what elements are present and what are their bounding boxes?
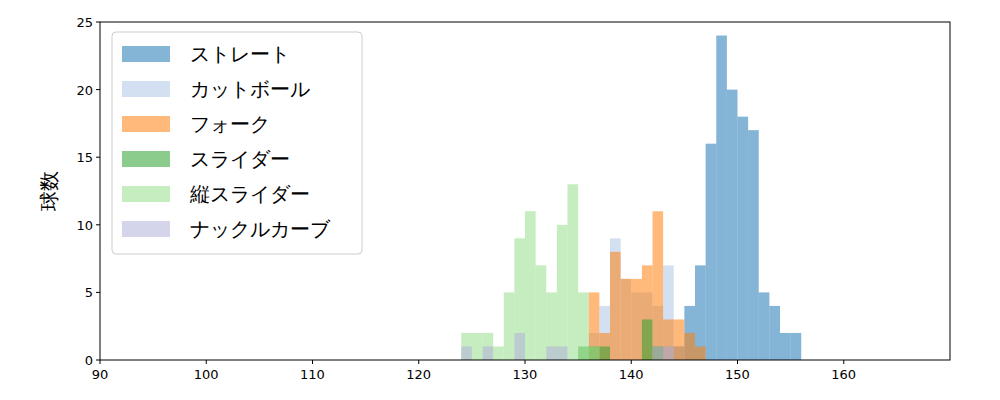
bar — [684, 306, 695, 360]
bar — [759, 292, 770, 360]
bar — [536, 265, 547, 360]
legend-swatch — [122, 186, 170, 202]
bar — [472, 333, 483, 360]
x-tick-label: 100 — [194, 367, 219, 382]
legend-label: スライダー — [190, 147, 290, 171]
y-tick — [96, 224, 100, 225]
bar — [695, 265, 706, 360]
bar — [610, 238, 621, 360]
bar — [653, 211, 664, 360]
bar — [599, 346, 610, 360]
y-tick — [96, 22, 100, 23]
bar — [546, 292, 557, 360]
bar — [504, 292, 515, 360]
bars — [461, 36, 801, 360]
x-tick — [525, 360, 526, 364]
bar — [663, 265, 674, 360]
bar — [514, 333, 525, 360]
x-tick — [843, 360, 844, 364]
legend-label: 縦スライダー — [189, 182, 310, 206]
legend-swatch — [122, 221, 170, 237]
legend-swatch — [122, 46, 170, 62]
x-tick-label: 140 — [619, 367, 644, 382]
bar — [610, 252, 621, 360]
x-tick-label: 160 — [831, 367, 856, 382]
bar — [706, 144, 717, 360]
bar — [674, 319, 685, 360]
y-tick-label: 10 — [76, 218, 93, 233]
y-axis-label: 球数 — [37, 171, 61, 211]
bar — [621, 279, 632, 360]
bar — [663, 346, 674, 360]
bar — [769, 306, 780, 360]
y-tick — [96, 360, 100, 361]
legend-label: カットボール — [190, 77, 310, 101]
bar — [557, 225, 568, 360]
bar — [599, 333, 610, 360]
bar — [483, 346, 494, 360]
bar — [557, 346, 568, 360]
bar — [695, 346, 706, 360]
legend-label: ナックルカーブ — [190, 217, 331, 241]
legend-label: ストレート — [190, 42, 290, 66]
x-tick-label: 150 — [725, 367, 750, 382]
legend-box — [112, 32, 362, 254]
bar — [653, 346, 664, 360]
x-tick — [100, 360, 101, 364]
bar — [727, 90, 738, 360]
bar — [493, 346, 504, 360]
y-tick-label: 25 — [76, 15, 93, 30]
bar — [525, 211, 536, 360]
bar — [483, 333, 494, 360]
x-tick — [418, 360, 419, 364]
bar — [568, 184, 579, 360]
y-tick — [96, 89, 100, 90]
bar — [631, 279, 642, 360]
bar — [578, 292, 589, 360]
bar — [780, 333, 791, 360]
bar — [514, 238, 525, 360]
legend-label: フォーク — [190, 112, 270, 136]
bar — [791, 333, 802, 360]
bar — [663, 319, 674, 360]
bar — [642, 319, 653, 360]
x-tick-label: 90 — [92, 367, 109, 382]
bar — [546, 346, 557, 360]
frame — [100, 22, 950, 360]
chart: 90 100 110 120 130 140 150 160 0 5 10 15 20 25 球数 ストレート… — [0, 0, 1000, 400]
y-tick-label: 5 — [85, 285, 93, 300]
bar — [738, 117, 749, 360]
bar — [589, 292, 600, 360]
bar — [642, 265, 653, 360]
x-tick-label: 110 — [300, 367, 325, 382]
bar — [621, 279, 632, 360]
bar — [461, 346, 472, 360]
x-tick — [206, 360, 207, 364]
x-tick — [631, 360, 632, 364]
bar — [748, 130, 759, 360]
bar — [684, 333, 695, 360]
bar — [589, 346, 600, 360]
bar — [599, 306, 610, 360]
y-tick-label: 20 — [76, 83, 93, 98]
y-tick — [96, 292, 100, 293]
legend-swatch — [122, 116, 170, 132]
bar — [653, 346, 664, 360]
legend: ストレートカットボールフォークスライダー縦スライダーナックルカーブ — [112, 32, 362, 254]
bar — [663, 346, 674, 360]
x-tick-label: 120 — [406, 367, 431, 382]
y-tick — [96, 157, 100, 158]
y-tick-label: 15 — [76, 150, 93, 165]
bar — [716, 36, 727, 360]
x-tick — [737, 360, 738, 364]
x-tick — [312, 360, 313, 364]
legend-swatch — [122, 151, 170, 167]
bar — [589, 346, 600, 360]
y-tick-label: 0 — [85, 353, 93, 368]
legend-swatch — [122, 81, 170, 97]
x-tick-label: 130 — [513, 367, 538, 382]
bar — [461, 333, 472, 360]
